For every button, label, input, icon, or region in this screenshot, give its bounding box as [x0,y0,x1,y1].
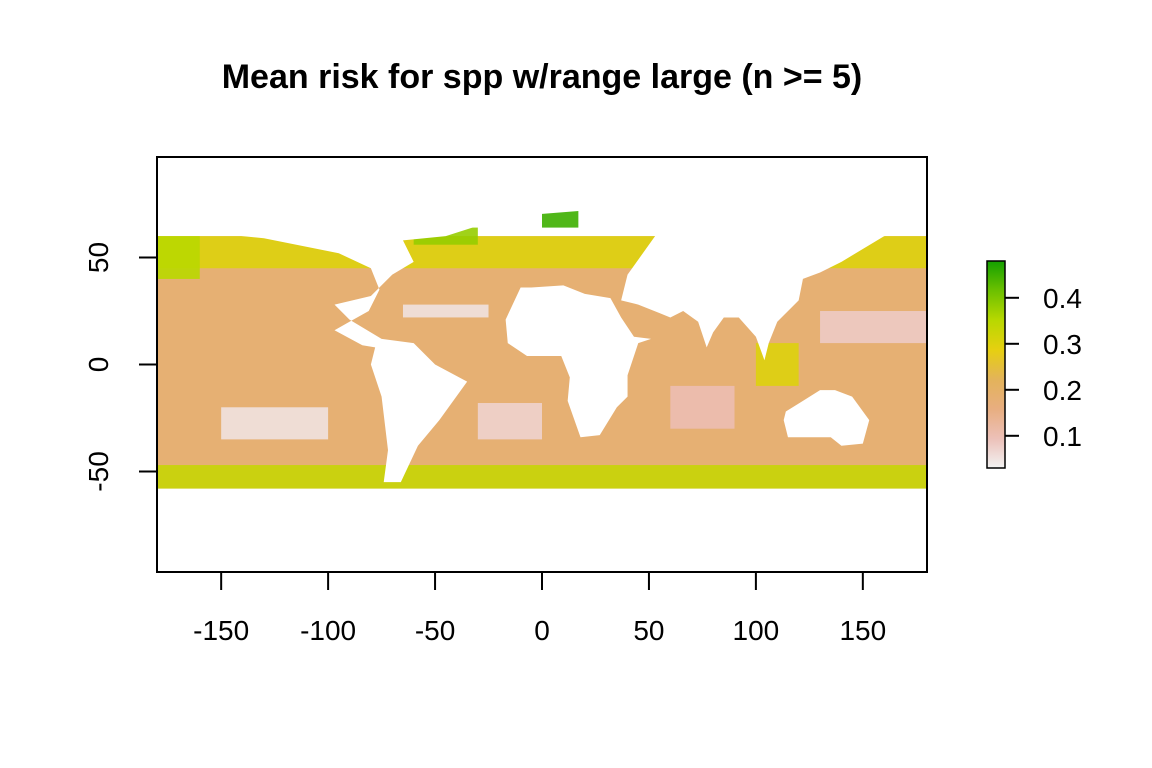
x-tick-label: 100 [733,615,780,646]
land-mask [157,492,927,572]
x-axis: -150 -100 -50 0 50 100 150 [193,572,886,646]
legend-color-bar [986,260,1006,469]
land-mask [621,214,927,361]
risk-region [820,311,927,344]
land-mask [505,285,652,438]
legend-tick-label: 0.2 [1043,375,1082,406]
x-tick-label: -150 [193,615,249,646]
x-tick-label: 50 [633,615,664,646]
y-tick-label: 50 [83,242,114,273]
y-tick-label: 0 [83,357,114,373]
y-tick-label: -50 [83,451,114,491]
risk-region [157,236,200,279]
chart-title: Mean risk for spp w/range large (n >= 5) [221,58,863,96]
land-mask [783,390,870,446]
risk-region [670,385,735,429]
risk-region [221,407,329,440]
legend-ticks: 0.1 0.2 0.3 0.4 [1005,283,1082,452]
land-mask [157,157,927,483]
risk-region [477,403,542,440]
x-tick-label: -100 [300,615,356,646]
x-tick-label: 150 [839,615,886,646]
y-axis: 50 0 -50 [83,242,157,492]
ocean-risk-raster [157,157,927,572]
risk-region [157,465,927,489]
x-tick-label: -50 [415,615,455,646]
risk-region [542,210,579,228]
x-tick-label: 0 [534,615,550,646]
legend-tick-label: 0.3 [1043,329,1082,360]
color-legend: 0.1 0.2 0.3 0.4 [986,260,1082,469]
risk-region [402,304,489,318]
legend-tick-label: 0.4 [1043,283,1082,314]
legend-tick-label: 0.1 [1043,421,1082,452]
